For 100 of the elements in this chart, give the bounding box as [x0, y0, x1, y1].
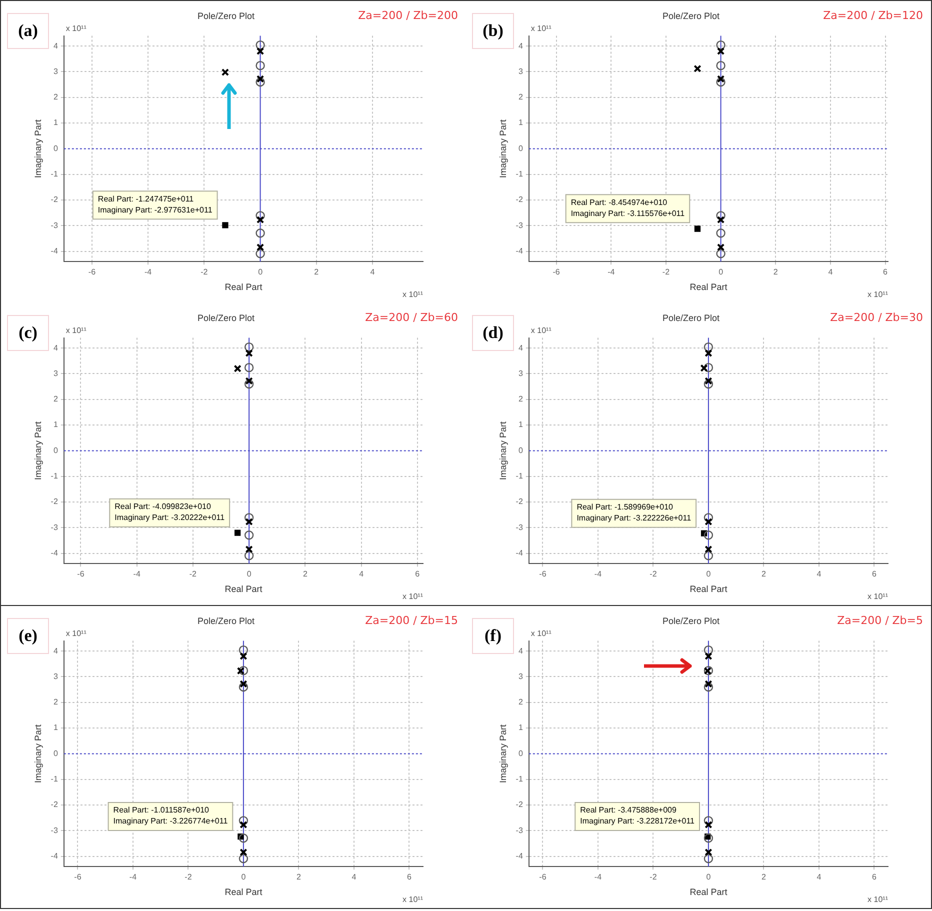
point: [244, 379, 254, 389]
x-tick-label: -4: [133, 570, 141, 579]
text: x 10¹¹: [66, 24, 87, 34]
annotation: Real Part: -1.011587e+010 Imaginary Part: -3.226774e+011: [113, 806, 228, 826]
annotation: Real Part: -1.247475e+011 Imaginary Part: -2.977631e+011: [98, 194, 213, 214]
y-axis-title: Imaginary Part: [498, 118, 508, 178]
y-tick-label: 4: [53, 646, 58, 656]
chart-title: Pole/Zero Plot: [662, 312, 720, 323]
x-tick-label: -4: [594, 570, 602, 579]
x-tick-label: -6: [77, 570, 85, 579]
y-tick-label: -4: [50, 548, 58, 558]
y-tick-label: 2: [53, 394, 58, 404]
x-tick-label: 6: [883, 268, 888, 277]
x-tick-label: 4: [816, 570, 822, 579]
chart-title: Pole/Zero Plot: [662, 10, 720, 21]
y-tick-label: 0: [518, 446, 524, 455]
x-tick-label: 4: [370, 268, 376, 277]
point: [221, 68, 230, 76]
text: x 10¹¹: [530, 24, 552, 34]
point: [256, 40, 265, 50]
chart-subtitle: Za=200 / Zb=15: [365, 614, 458, 627]
point: [256, 47, 264, 56]
x-tick-label: 2: [761, 872, 766, 882]
y-tick-label: -1: [516, 170, 524, 179]
chart-subtitle: Za=200 / Zb=120: [823, 9, 923, 22]
y-axis-title: Imaginary Part: [498, 420, 508, 480]
point: [704, 349, 712, 358]
x-axis-title: Real Part: [690, 584, 728, 594]
point: [238, 682, 248, 692]
point: [704, 342, 714, 352]
point: [704, 377, 712, 385]
y-tick-label: -1: [50, 472, 58, 481]
y-tick-label: -1: [516, 774, 524, 784]
text: (c): [7, 315, 49, 351]
point: [256, 228, 265, 238]
y-tick-label: 3: [53, 672, 58, 681]
x-tick-label: -4: [144, 268, 152, 277]
y-tick-label: 4: [53, 41, 58, 50]
y-tick-label: 3: [53, 368, 58, 378]
point: [716, 75, 725, 83]
point: [704, 362, 714, 372]
y-tick-label: 1: [53, 723, 58, 732]
x-axis-title: Real Part: [224, 887, 263, 898]
point: [245, 545, 253, 554]
x-tick-label: -4: [594, 872, 602, 882]
y-axis-title: Imaginary Part: [32, 724, 43, 783]
annotation: Real Part: -4.099823e+010 Imaginary Part: -3.20222e+011: [114, 502, 226, 522]
y-tick-label: 0: [518, 144, 524, 153]
x-tick-label: -6: [539, 570, 547, 579]
point: [716, 249, 726, 258]
point: [244, 551, 254, 560]
text: (b): [472, 13, 514, 49]
y-tick-label: 4: [53, 343, 58, 352]
y-tick-label: -3: [516, 220, 524, 230]
text: x 10¹¹: [868, 290, 888, 300]
y-tick-label: -3: [516, 522, 524, 532]
y-tick-label: 0: [53, 446, 58, 455]
chart-title: Pole/Zero Plot: [197, 312, 256, 323]
point: [244, 362, 254, 372]
point: [256, 77, 265, 87]
x-tick-label: 4: [352, 872, 357, 882]
y-tick-label: -3: [50, 522, 58, 532]
y-tick-label: -4: [516, 246, 524, 256]
point: [238, 834, 248, 843]
x-tick-label: 6: [872, 570, 877, 579]
x-tick-label: 0: [241, 872, 246, 882]
point: [700, 364, 708, 372]
text: (a): [7, 13, 49, 49]
point: [716, 40, 726, 50]
point: [716, 47, 725, 56]
point: [245, 518, 253, 526]
x-tick-label: 0: [706, 570, 712, 579]
y-tick-label: -3: [516, 826, 524, 835]
chart-title: Pole/Zero Plot: [662, 616, 720, 626]
y-tick-label: -1: [516, 472, 524, 481]
x-axis-title: Real Part: [224, 584, 263, 594]
y-tick-label: 2: [518, 394, 524, 404]
y-tick-label: -2: [50, 800, 58, 810]
point: [256, 243, 264, 252]
x-tick-label: 2: [314, 268, 320, 277]
x-axis-title: Real Part: [690, 887, 728, 898]
point: [716, 243, 725, 252]
x-tick-label: 2: [773, 268, 778, 277]
text: x 10¹¹: [402, 592, 424, 602]
x-tick-label: 6: [415, 570, 420, 579]
point: [245, 377, 253, 385]
point: [238, 645, 248, 655]
point: [694, 226, 701, 232]
point: [716, 60, 726, 70]
y-tick-label: -4: [50, 246, 58, 256]
point: [244, 513, 254, 522]
x-tick-label: -6: [552, 268, 560, 277]
chart-subtitle: Za=200 / Zb=200: [358, 9, 458, 22]
y-tick-label: 3: [518, 672, 524, 681]
y-tick-label: 1: [518, 118, 524, 128]
y-tick-label: 4: [518, 343, 524, 352]
point: [694, 64, 702, 72]
point: [256, 249, 265, 258]
x-axis-title: Real Part: [690, 282, 728, 292]
y-tick-label: 3: [518, 368, 524, 378]
